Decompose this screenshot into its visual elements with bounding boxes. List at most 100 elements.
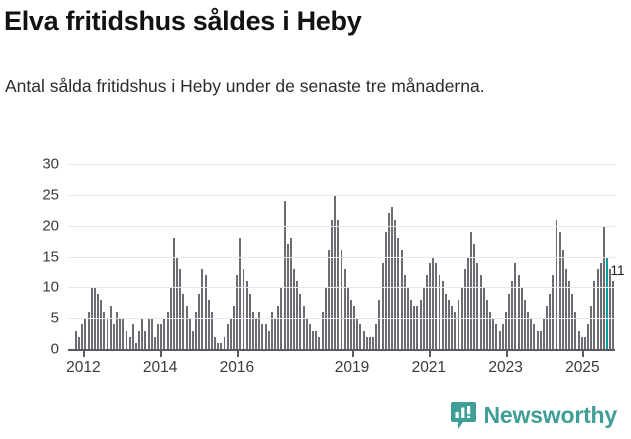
bar	[321, 312, 324, 349]
bar-highlighted	[606, 256, 609, 349]
gridline	[68, 256, 615, 258]
bar	[214, 336, 216, 349]
bar	[147, 318, 150, 349]
y-tick-label: 0	[50, 340, 59, 358]
bar	[289, 238, 292, 349]
logo-wordmark: Newsworthy	[483, 402, 618, 428]
bar	[612, 281, 615, 349]
bar	[201, 268, 204, 349]
bar	[454, 312, 457, 349]
bar	[359, 324, 362, 349]
bar	[198, 293, 201, 349]
bar	[511, 281, 514, 349]
bar	[527, 312, 530, 349]
gridline	[68, 318, 615, 320]
bar	[498, 330, 501, 349]
bar	[176, 256, 179, 349]
bar	[305, 318, 308, 349]
bar	[337, 219, 340, 349]
bar	[188, 318, 191, 349]
gridline	[68, 164, 615, 165]
bar	[134, 342, 137, 349]
bar	[413, 305, 416, 349]
bar	[191, 330, 194, 349]
bar	[81, 324, 84, 349]
x-tick	[428, 349, 431, 357]
bar	[536, 330, 539, 349]
bar	[217, 342, 220, 349]
bar	[327, 250, 330, 349]
bar	[552, 275, 555, 349]
page-title: Elva fritidshus såldes i Heby	[4, 6, 362, 36]
bar	[362, 330, 365, 349]
bar	[466, 256, 469, 349]
bar	[542, 318, 545, 349]
bar	[539, 330, 542, 349]
bar	[207, 299, 210, 349]
bar	[131, 324, 134, 349]
bar	[258, 312, 261, 349]
bar	[561, 250, 564, 349]
bar	[463, 268, 466, 349]
x-tick-label: 2012	[66, 359, 101, 376]
bar	[242, 268, 245, 349]
bar	[375, 324, 378, 349]
bar	[492, 318, 495, 349]
bar	[435, 262, 438, 349]
x-tick	[236, 349, 239, 357]
bar	[74, 330, 77, 349]
bar	[166, 312, 169, 349]
bar	[248, 293, 251, 349]
bar	[353, 305, 356, 349]
bar	[78, 336, 81, 349]
bar	[116, 312, 118, 349]
bar	[334, 194, 337, 349]
bar	[419, 299, 422, 349]
bar-series	[68, 164, 615, 349]
bar	[565, 268, 567, 349]
x-tick	[352, 349, 355, 357]
bar	[429, 262, 431, 349]
bar	[261, 324, 264, 349]
bar	[514, 262, 517, 349]
bar	[128, 336, 131, 349]
bar	[331, 219, 333, 349]
bar	[495, 324, 498, 349]
bar	[577, 330, 580, 349]
bar	[84, 318, 87, 349]
bar	[312, 330, 315, 349]
bar	[195, 312, 198, 349]
bar	[546, 305, 548, 349]
bar	[87, 312, 90, 349]
bar	[236, 275, 239, 349]
bar	[340, 250, 343, 349]
gridline	[68, 287, 615, 289]
bar	[308, 324, 311, 349]
axis-baseline	[68, 349, 615, 351]
bar	[251, 312, 254, 349]
bar	[103, 312, 106, 349]
bar	[587, 324, 590, 349]
x-tick-label: 2021	[411, 359, 447, 376]
bar	[172, 238, 175, 349]
bar	[580, 336, 583, 349]
bar	[365, 336, 368, 349]
bar	[223, 336, 226, 349]
bar	[485, 299, 488, 349]
bar	[204, 275, 207, 349]
bar	[163, 318, 166, 349]
bar	[299, 293, 302, 349]
bar	[444, 293, 447, 349]
bar	[157, 324, 160, 349]
bar	[150, 318, 153, 349]
y-tick-label: 20	[42, 217, 59, 235]
bar	[432, 256, 435, 349]
newsworthy-logo[interactable]: Newsworthy	[450, 402, 618, 429]
bar	[296, 281, 299, 349]
bar	[274, 318, 277, 349]
bar	[153, 336, 156, 349]
x-tick-label: 2023	[488, 359, 523, 376]
bar	[568, 281, 571, 349]
bar	[441, 281, 444, 349]
